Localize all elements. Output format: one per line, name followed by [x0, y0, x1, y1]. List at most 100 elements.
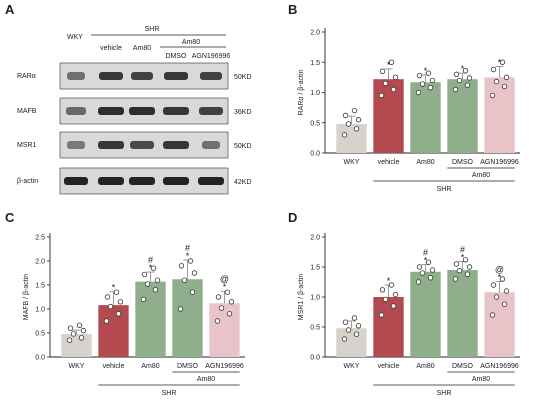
data-point	[67, 325, 74, 331]
data-point	[378, 92, 385, 99]
data-point	[80, 327, 87, 334]
y-tick-label: 2.0	[310, 30, 320, 37]
significance-mark: *	[223, 282, 227, 292]
data-point	[379, 287, 386, 293]
data-point	[382, 296, 389, 303]
data-point	[141, 271, 148, 278]
y-tick-label: 1.5	[310, 265, 320, 272]
data-point	[416, 264, 423, 270]
group-label: SHR	[437, 186, 452, 193]
data-point	[452, 86, 459, 93]
y-axis-label: RARα / β-actin	[298, 69, 305, 115]
data-point	[493, 78, 500, 85]
data-point	[218, 305, 225, 311]
data-point	[191, 270, 198, 276]
data-point	[453, 261, 460, 267]
blot-band	[67, 141, 85, 149]
group-label: SHR	[162, 390, 177, 397]
data-point	[490, 282, 497, 288]
blot-band	[164, 72, 188, 80]
bar-wky	[61, 333, 92, 357]
data-point	[215, 294, 222, 300]
y-tick-label: 0.0	[35, 355, 45, 362]
blot-band	[99, 72, 123, 80]
data-point	[392, 74, 399, 81]
data-point	[351, 315, 358, 321]
data-point	[452, 276, 459, 282]
data-point	[78, 335, 85, 341]
y-tick-label: 2.0	[310, 235, 320, 242]
data-point	[178, 263, 185, 269]
western-blot: WKY SHR vehicle Am80 Am80 DMSO AGN196996…	[17, 26, 252, 195]
data-point	[76, 322, 83, 329]
data-point	[342, 112, 349, 119]
bar-dmso	[172, 279, 203, 357]
y-tick-label: 1.0	[310, 295, 320, 302]
blot-protein-label: β-actin	[17, 178, 38, 185]
blot-size-label: 50KD	[234, 143, 252, 150]
data-point	[341, 336, 348, 342]
blot-band	[163, 177, 189, 185]
x-tick-label: WKY	[344, 363, 360, 370]
x-tick-label: DMSO	[177, 363, 199, 370]
significance-mark: *	[186, 251, 190, 261]
x-tick-label: AGN196996	[480, 363, 519, 370]
x-tick-label: vehicle	[378, 159, 400, 166]
bar-vehicle	[373, 297, 404, 357]
bar-chart-msr1: 0.0 0.5 1.0 1.5 2.0 MSR1 / β-actin WKY * vehicle…	[298, 233, 520, 397]
data-point	[228, 299, 235, 305]
data-point	[140, 296, 147, 303]
data-point	[351, 107, 358, 114]
bar-agn196996	[484, 292, 515, 357]
blot-lane-label-dmso: DMSO	[166, 53, 188, 60]
blot-band	[98, 177, 124, 185]
blot-band	[131, 72, 153, 80]
data-point	[103, 318, 110, 324]
blot-band	[163, 141, 189, 149]
data-point	[117, 299, 124, 305]
x-tick-label: Am80	[416, 363, 434, 370]
x-tick-label: DMSO	[452, 363, 474, 370]
data-point	[466, 75, 473, 81]
data-point	[189, 289, 196, 295]
blot-lane-label-agn196996: AGN196996	[192, 53, 231, 60]
x-tick-label: Am80	[141, 363, 159, 370]
y-tick-label: 0.5	[35, 331, 45, 338]
x-tick-label: AGN196996	[480, 159, 519, 166]
data-point	[462, 68, 469, 74]
data-point	[226, 311, 233, 317]
y-tick-label: 1.0	[35, 307, 45, 314]
y-tick-label: 1.5	[35, 283, 45, 290]
data-point	[499, 276, 506, 282]
data-point	[341, 132, 348, 138]
data-point	[181, 277, 188, 283]
bar-dmso	[447, 79, 478, 153]
blot-subgroup-header: Am80	[182, 39, 200, 46]
x-tick-label: vehicle	[103, 363, 125, 370]
data-point	[392, 291, 399, 298]
significance-mark: *	[424, 66, 428, 76]
bar-agn196996	[209, 303, 240, 357]
y-tick-label: 0.0	[310, 355, 320, 362]
significance-mark: *	[112, 283, 116, 293]
y-tick-label: 2.0	[35, 259, 45, 266]
bracket-label: Am80	[197, 376, 215, 383]
data-point	[489, 312, 496, 318]
blot-band	[67, 72, 85, 80]
blot-band	[198, 177, 224, 185]
blot-band	[98, 107, 124, 115]
blot-size-label: 42KD	[234, 179, 252, 186]
data-point	[453, 71, 460, 78]
group-label: SHR	[437, 390, 452, 397]
data-point	[382, 80, 389, 87]
data-point	[150, 265, 157, 271]
data-point	[70, 331, 77, 337]
data-point	[177, 306, 184, 312]
blot-group-header: SHR	[145, 26, 160, 33]
data-point	[379, 68, 386, 75]
significance-mark: *	[461, 253, 465, 263]
y-tick-label: 0.5	[310, 325, 320, 332]
data-point	[501, 83, 508, 90]
data-point	[187, 258, 194, 264]
data-point	[462, 257, 469, 263]
